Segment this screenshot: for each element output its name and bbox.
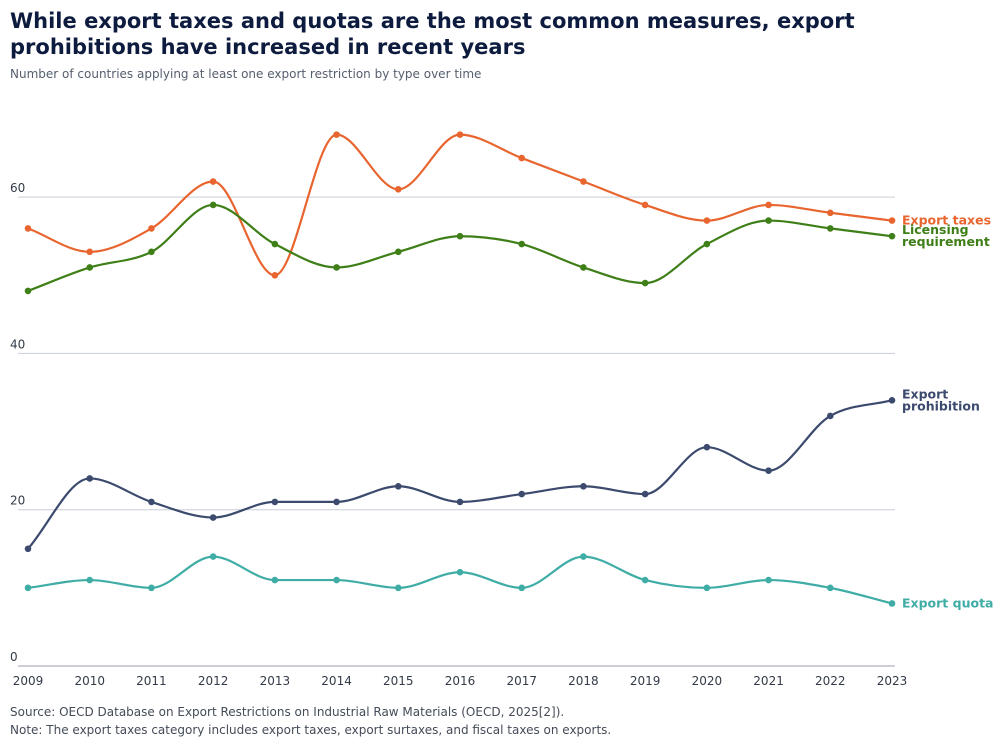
x-tick-label: 2019 (630, 674, 661, 688)
export-prohibition-line (26, 399, 894, 550)
licensing-requirement-label: Licensing (902, 222, 969, 237)
export-quota-point (888, 600, 896, 607)
y-tick-label: 40 (10, 337, 25, 351)
export-prohibition-point (24, 545, 32, 553)
y-tick-label: 0 (10, 650, 18, 664)
x-tick-label: 2014 (321, 674, 352, 688)
export-prohibition-label: Export (902, 386, 948, 401)
export-prohibition-point (518, 490, 526, 498)
export-taxes-point (580, 178, 587, 185)
export-taxes-point (394, 186, 402, 193)
export-prohibition-point (148, 498, 155, 506)
export-taxes-point (641, 201, 649, 209)
x-tick-label: 2018 (568, 674, 599, 688)
x-tick-label: 2009 (13, 674, 44, 688)
licensing-requirement-point (518, 240, 526, 248)
export-quota-point (24, 584, 32, 592)
x-tick-label: 2023 (877, 674, 908, 688)
licensing-requirement-point (24, 287, 32, 295)
export-quota-line (26, 555, 894, 605)
export-prohibition-point (86, 475, 94, 482)
export-quota-point (394, 584, 402, 592)
export-taxes-point (209, 178, 217, 185)
export-prohibition-point (826, 412, 834, 420)
source-note: Source: OECD Database on Export Restrict… (10, 705, 565, 719)
x-tick-label: 2015 (383, 674, 414, 688)
licensing-requirement-line (26, 203, 894, 293)
licensing-requirement-point (765, 217, 772, 224)
export-prohibition-point (580, 482, 587, 490)
export-quota-point (765, 576, 772, 584)
export-taxes-point (765, 201, 772, 209)
licensing-requirement-label: requirement (902, 234, 990, 249)
export-quota-point (209, 553, 217, 560)
export-quota-point (271, 576, 279, 584)
export-quota-point (148, 584, 155, 592)
export-taxes-point (333, 131, 340, 138)
x-tick-label: 2017 (506, 674, 537, 688)
export-taxes-label: Export taxes (902, 213, 991, 228)
licensing-requirement-point (394, 248, 402, 256)
export-taxes-point (456, 131, 464, 138)
licensing-requirement-point (148, 248, 155, 256)
export-taxes-point (271, 271, 279, 279)
export-quota-point (826, 584, 834, 592)
x-tick-label: 2010 (74, 674, 105, 688)
export-taxes-point (826, 209, 834, 217)
x-tick-label: 2021 (753, 674, 784, 688)
export-prohibition-label: prohibition (902, 398, 980, 413)
export-quota-point (703, 584, 711, 592)
export-quota-point (333, 576, 340, 584)
footnote: Note: The export taxes category includes… (10, 723, 612, 737)
licensing-requirement-point (209, 201, 217, 209)
x-tick-label: 2022 (815, 674, 846, 688)
licensing-requirement-point (888, 232, 896, 240)
export-prohibition-point (765, 467, 772, 474)
series-lines (24, 131, 896, 607)
export-prohibition-point (703, 443, 711, 451)
licensing-requirement-point (580, 264, 587, 271)
licensing-requirement-point (86, 264, 94, 271)
x-tick-label: 2016 (445, 674, 476, 688)
x-tick-label: 2020 (692, 674, 723, 688)
export-quota-point (456, 568, 464, 576)
export-quota-point (641, 576, 649, 584)
chart-subtitle: Number of countries applying at least on… (10, 67, 482, 81)
export-taxes-point (518, 154, 526, 162)
export-taxes-point (148, 225, 155, 232)
line-chart: 0 20 40 60 2009 2010 2011 2012 2013 2014 2015 2016 2… (10, 131, 993, 688)
axes: 0 20 40 60 2009 2010 2011 2012 2013 2014 2015 2016 2… (10, 181, 907, 688)
x-tick-label: 2012 (198, 674, 229, 688)
export-prohibition-point (209, 514, 217, 521)
gridlines (18, 196, 895, 511)
export-quota-point (518, 584, 526, 592)
export-quota-point (580, 553, 587, 560)
export-prohibition-point (888, 397, 896, 404)
export-taxes-point (24, 225, 32, 232)
export-prohibition-point (333, 498, 340, 506)
licensing-requirement-point (703, 240, 711, 248)
x-tick-label: 2013 (260, 674, 291, 688)
licensing-requirement-point (333, 264, 340, 271)
export-prohibition-point (271, 498, 279, 506)
export-taxes-point (888, 217, 896, 224)
export-prohibition-point (456, 498, 464, 506)
licensing-requirement-point (271, 240, 279, 248)
export-quota-point (86, 576, 94, 584)
licensing-requirement-point (456, 232, 464, 240)
y-tick-label: 20 (10, 494, 25, 508)
export-prohibition-point (394, 482, 402, 490)
x-tick-label: 2011 (136, 674, 167, 688)
export-taxes-point (703, 217, 711, 224)
licensing-requirement-point (826, 225, 834, 232)
export-prohibition-point (641, 490, 649, 498)
export-quota-label: Export quota (902, 595, 993, 610)
export-taxes-line (26, 133, 894, 277)
y-tick-label: 60 (10, 181, 25, 195)
licensing-requirement-point (641, 279, 649, 287)
export-taxes-point (86, 248, 94, 256)
chart-title: While export taxes and quotas are the mo… (10, 9, 855, 59)
